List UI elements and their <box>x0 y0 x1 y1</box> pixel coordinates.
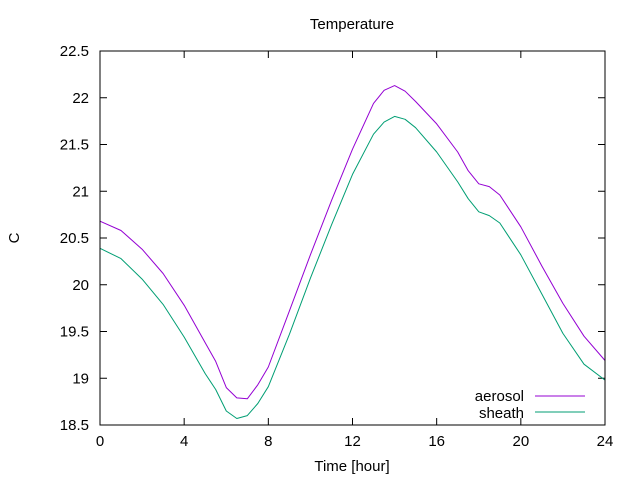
series-layer <box>99 85 606 419</box>
series-line-aerosol <box>99 85 606 400</box>
x-tick-label: 0 <box>96 433 104 450</box>
y-axis-title: C <box>6 232 23 243</box>
x-tick-label: 24 <box>597 433 614 450</box>
y-tick-label: 21.5 <box>60 137 89 154</box>
y-tick-label: 19 <box>72 370 89 387</box>
y-tick-label: 21 <box>72 183 89 200</box>
legend-label-aerosol: aerosol <box>475 388 524 405</box>
y-tick-label: 20.5 <box>60 230 89 247</box>
x-tick-label: 20 <box>512 433 529 450</box>
y-tick-label: 20 <box>72 277 89 294</box>
y-tick-label: 19.5 <box>60 324 89 341</box>
y-tick-label: 22.5 <box>60 43 89 60</box>
legend-label-sheath: sheath <box>479 405 524 422</box>
x-axis-title: Time [hour] <box>314 458 389 475</box>
x-tick-label: 4 <box>180 433 188 450</box>
chart-title: Temperature <box>310 16 394 33</box>
y-tick-label: 22 <box>72 90 89 107</box>
y-tick-label: 18.5 <box>60 417 89 434</box>
legend: aerosol sheath <box>475 388 585 422</box>
plot-frame <box>99 50 606 426</box>
series-line-sheath <box>99 115 606 419</box>
x-axis-ticks: 0 4 8 12 16 20 24 <box>96 51 614 450</box>
x-tick-label: 8 <box>264 433 272 450</box>
x-tick-label: 12 <box>344 433 361 450</box>
x-tick-label: 16 <box>428 433 445 450</box>
